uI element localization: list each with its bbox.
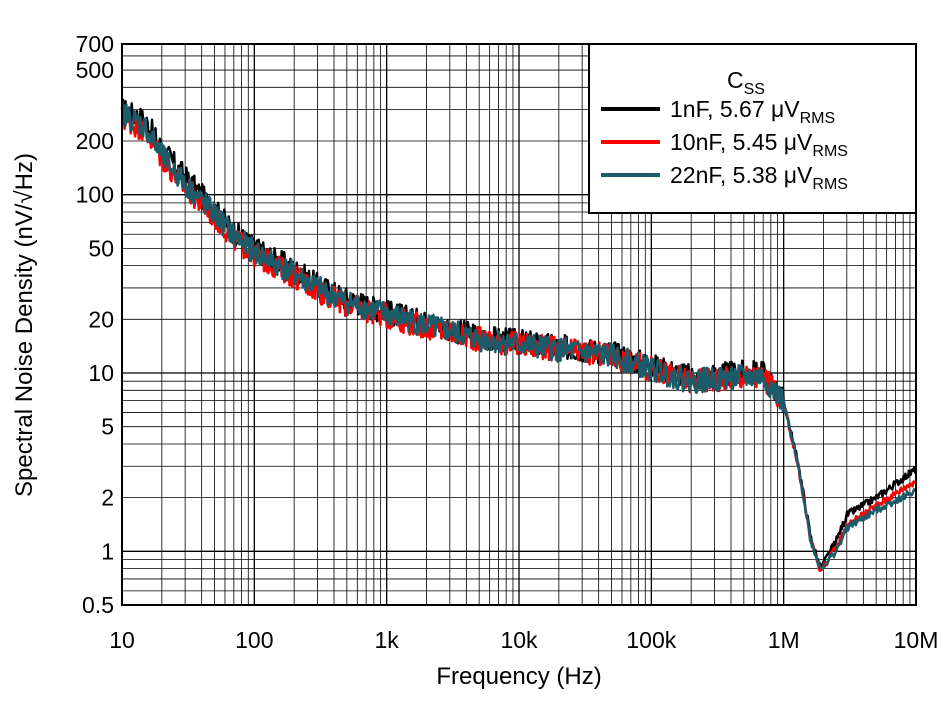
y-tick-label: 1 [101,538,114,564]
legend-title: CSS [727,67,765,98]
y-tick-label: 50 [88,235,114,261]
plot-frame [121,43,917,606]
legend-box [588,43,917,214]
x-tick-label: 100 [235,627,273,653]
x-tick-label: 1k [375,627,400,653]
legend-entry: 1nF, 5.67 μVRMS [670,96,835,127]
y-tick-label: 5 [101,414,114,440]
y-tick-label: 200 [76,128,114,154]
y-tick-label: 2 [101,485,114,511]
legend-entry: 22nF, 5.38 μVRMS [670,162,848,193]
x-tick-label: 1M [768,627,800,653]
y-tick-label: 20 [88,306,114,332]
x-axis-label: Frequency (Hz) [436,663,601,690]
y-axis-label: Spectral Noise Density (nV/√Hz) [11,153,38,497]
x-tick-label: 10 [109,627,135,653]
series-line-2 [120,100,917,570]
y-tick-label: 0.5 [82,592,114,618]
x-tick-label: 10k [500,627,538,653]
x-tick-label: 10M [894,627,939,653]
x-tick-labels: 10 100 1k 10k 100k 1M 10M [109,627,938,653]
series-lines [120,98,918,572]
legend-entry: 10nF, 5.45 μVRMS [670,129,848,160]
y-tick-label: 10 [88,360,114,386]
y-tick-label: 500 [76,57,114,83]
x-tick-label: 100k [626,627,676,653]
y-tick-label: 700 [76,31,114,57]
y-tick-label: 100 [76,182,114,208]
